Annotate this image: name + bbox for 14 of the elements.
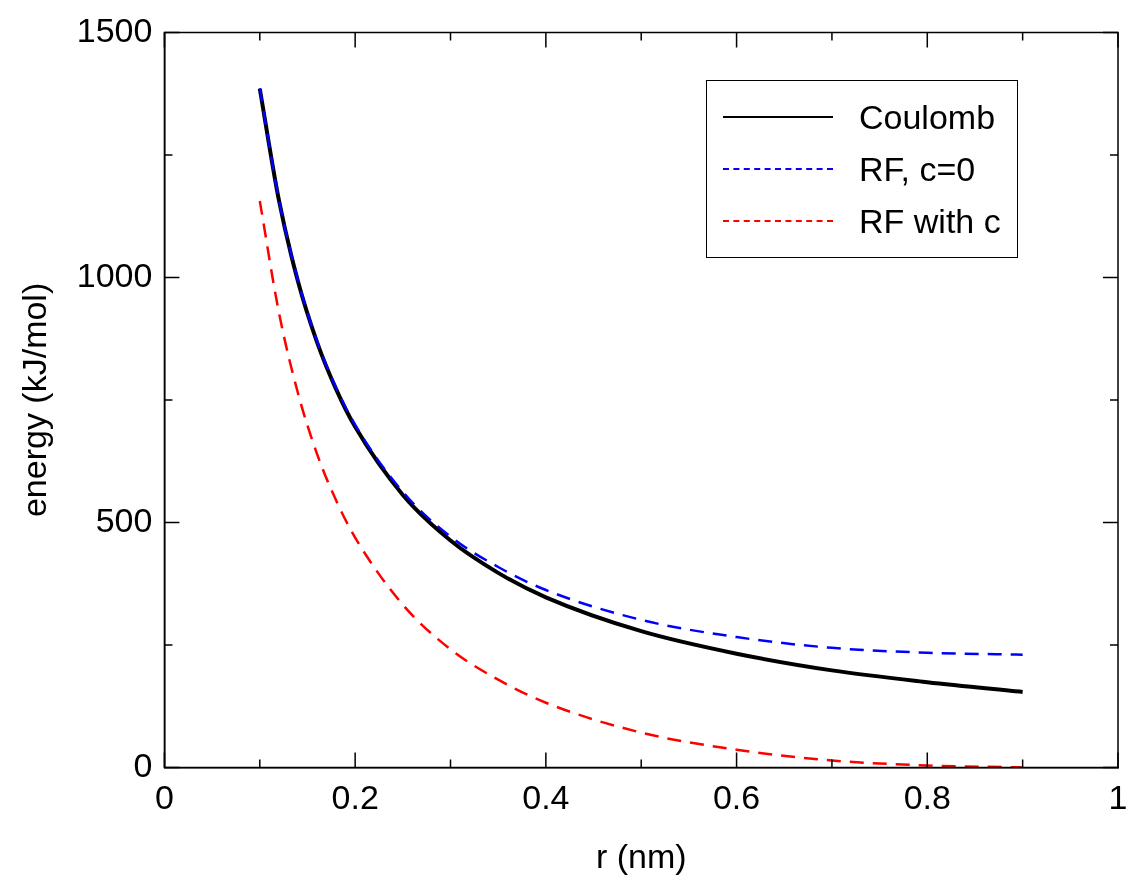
legend-label: Coulomb bbox=[859, 97, 996, 137]
y-tick-label: 500 bbox=[95, 500, 153, 539]
x-tick-label: 0.6 bbox=[712, 778, 761, 817]
x-tick-label: 0.2 bbox=[331, 778, 379, 817]
legend-label: RF, c=0 bbox=[859, 149, 976, 189]
x-tick-label: 0.8 bbox=[903, 778, 951, 817]
y-tick-label: 0 bbox=[133, 745, 153, 784]
legend-label: RF with c bbox=[859, 201, 1001, 241]
x-tick-label: 0.4 bbox=[522, 778, 570, 817]
y-tick-label: 1500 bbox=[76, 10, 153, 49]
x-tick-label: 1 bbox=[1108, 778, 1128, 817]
y-tick-label: 1000 bbox=[76, 255, 153, 294]
x-axis-title: r (nm) bbox=[595, 836, 687, 875]
y-axis-title: energy (kJ/mol) bbox=[14, 282, 53, 518]
